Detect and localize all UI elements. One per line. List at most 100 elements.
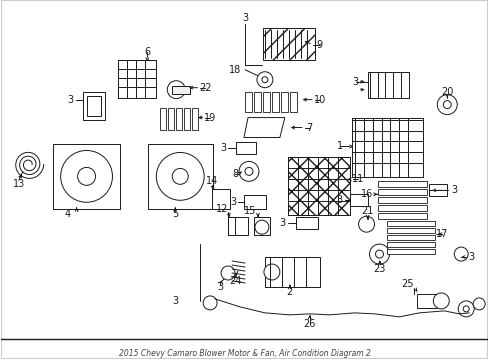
Text: 10: 10 — [313, 95, 325, 105]
Bar — [168, 108, 174, 130]
Ellipse shape — [61, 150, 112, 202]
Text: 1: 1 — [336, 141, 342, 152]
Text: 4: 4 — [64, 209, 71, 219]
Text: 3: 3 — [352, 77, 358, 87]
Text: 24: 24 — [228, 276, 241, 286]
Bar — [86, 96, 101, 116]
Bar — [287, 157, 349, 215]
Bar — [263, 28, 314, 60]
Bar — [118, 60, 156, 98]
Bar — [377, 189, 427, 195]
Text: 3: 3 — [467, 252, 473, 262]
Text: 3: 3 — [220, 144, 225, 153]
Ellipse shape — [78, 167, 95, 185]
Text: 16: 16 — [361, 189, 373, 199]
Bar — [184, 108, 190, 130]
Ellipse shape — [436, 95, 456, 114]
Ellipse shape — [172, 168, 188, 184]
Text: 9: 9 — [316, 40, 322, 50]
Text: 8: 8 — [231, 169, 238, 179]
Text: 19: 19 — [203, 113, 216, 122]
Text: 18: 18 — [228, 65, 241, 75]
Ellipse shape — [375, 250, 383, 258]
Ellipse shape — [264, 264, 279, 280]
Text: 3: 3 — [279, 218, 285, 228]
Text: 3: 3 — [67, 95, 74, 105]
Text: 3: 3 — [242, 13, 247, 23]
Bar — [289, 92, 296, 112]
Text: 3: 3 — [336, 195, 342, 205]
Text: 26: 26 — [303, 319, 315, 329]
Bar — [172, 86, 190, 94]
Ellipse shape — [432, 293, 448, 309]
Bar — [386, 235, 434, 240]
Text: 3: 3 — [450, 185, 456, 195]
Text: 25: 25 — [400, 279, 413, 289]
Text: 21: 21 — [361, 206, 373, 216]
Bar — [236, 143, 255, 154]
Text: 11: 11 — [351, 174, 363, 184]
Bar — [160, 108, 166, 130]
Ellipse shape — [462, 306, 468, 312]
Bar — [253, 92, 261, 112]
Bar — [264, 257, 319, 287]
Ellipse shape — [256, 72, 272, 88]
Bar — [244, 92, 251, 112]
Bar — [428, 184, 447, 196]
Text: 12: 12 — [216, 204, 228, 214]
Text: 3: 3 — [229, 197, 236, 207]
Text: 15: 15 — [244, 206, 256, 216]
Bar — [148, 144, 213, 209]
Bar — [377, 197, 427, 203]
Bar — [377, 181, 427, 187]
Text: 5: 5 — [172, 209, 178, 219]
Ellipse shape — [244, 167, 252, 175]
Bar — [386, 249, 434, 254]
Bar — [367, 72, 408, 98]
Text: 3: 3 — [217, 282, 223, 292]
Bar — [351, 118, 423, 177]
Ellipse shape — [221, 266, 235, 280]
Bar — [386, 228, 434, 233]
Bar — [295, 217, 317, 229]
Ellipse shape — [358, 216, 374, 232]
Text: 13: 13 — [13, 179, 25, 189]
Text: 7: 7 — [306, 122, 312, 132]
Bar — [386, 242, 434, 247]
Bar — [377, 213, 427, 219]
Ellipse shape — [369, 244, 388, 264]
Bar — [176, 108, 182, 130]
Ellipse shape — [239, 161, 259, 181]
Bar — [271, 92, 278, 112]
Bar — [349, 194, 367, 206]
Text: 3: 3 — [172, 296, 178, 306]
Text: 14: 14 — [205, 176, 218, 186]
Ellipse shape — [262, 77, 267, 83]
Bar — [82, 92, 104, 120]
Bar — [253, 217, 269, 235]
Text: 23: 23 — [372, 264, 385, 274]
Ellipse shape — [457, 301, 473, 317]
Ellipse shape — [167, 81, 185, 99]
Bar — [192, 108, 198, 130]
Bar — [53, 144, 120, 209]
Text: 6: 6 — [144, 47, 150, 57]
Bar — [417, 294, 436, 308]
Ellipse shape — [156, 152, 203, 200]
Bar — [263, 92, 269, 112]
Text: 2015 Chevy Camaro Blower Motor & Fan, Air Condition Diagram 2: 2015 Chevy Camaro Blower Motor & Fan, Ai… — [118, 349, 370, 358]
Bar — [386, 221, 434, 226]
Bar — [227, 217, 247, 235]
Bar — [377, 205, 427, 211]
Ellipse shape — [443, 101, 450, 109]
Text: 17: 17 — [435, 229, 447, 239]
Ellipse shape — [472, 298, 484, 310]
Bar — [244, 195, 265, 209]
Text: 2: 2 — [286, 287, 292, 297]
Text: 22: 22 — [199, 83, 211, 93]
Ellipse shape — [453, 247, 467, 261]
Ellipse shape — [254, 220, 268, 234]
Ellipse shape — [203, 296, 217, 310]
Bar — [212, 189, 229, 209]
Bar — [280, 92, 287, 112]
